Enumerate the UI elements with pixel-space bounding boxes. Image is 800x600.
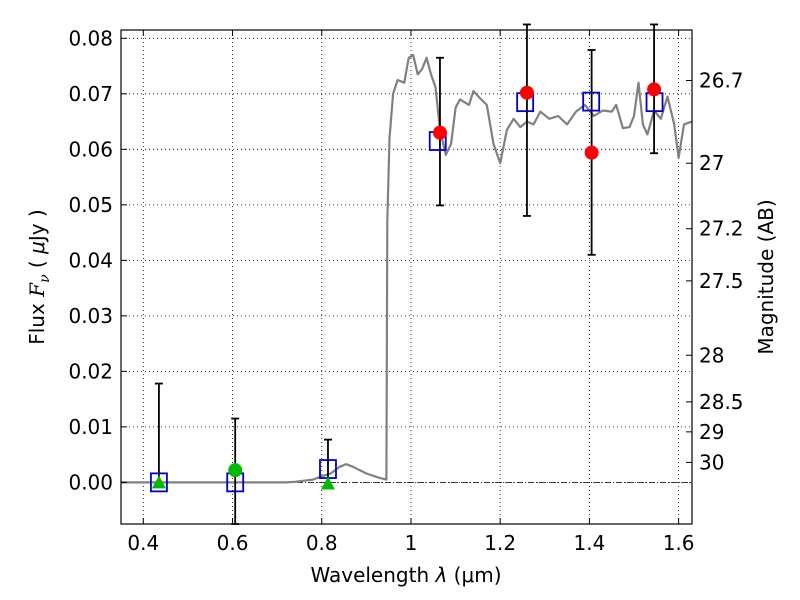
y-axis-label: Flux Fν ( μJy ) — [25, 209, 53, 345]
mag-tick-label: 27 — [699, 151, 724, 175]
y-tick-label: 0.01 — [68, 415, 113, 439]
y-tick-label: 0.04 — [68, 248, 113, 272]
mag-tick-label: 28.5 — [699, 390, 744, 414]
mag-tick-label: 29 — [699, 420, 724, 444]
grid-layer — [121, 30, 692, 524]
x-axis-label: Wavelength λ (μm) — [310, 563, 501, 587]
mag-tick-label: 26.7 — [699, 69, 744, 93]
y-tick-label: 0.02 — [68, 359, 113, 383]
x-tick-label: 1.4 — [573, 531, 605, 555]
x-tick-label: 1 — [405, 531, 418, 555]
x-tick-label: 1.2 — [484, 531, 516, 555]
model-photometry-square — [150, 472, 168, 493]
plot-frame — [120, 29, 693, 525]
y2-axis-label: Magnitude (AB) — [754, 199, 778, 354]
observed-flux-point — [584, 145, 599, 160]
tick-layer: 0.4 0.6 0.8 1 1.2 1.4 1.6 0.00 0.01 0.02 0.03 0.04 0… — [68, 26, 743, 555]
upper-limit-triangle — [320, 476, 335, 490]
observed-flux-point — [647, 82, 662, 97]
mag-tick-label: 28 — [699, 343, 724, 367]
model-photometry-square — [582, 91, 601, 112]
y-tick-label: 0.07 — [68, 82, 113, 106]
upper-limit-triangle — [151, 475, 166, 489]
x-tick-label: 0.8 — [306, 531, 338, 555]
y-tick-label: 0.08 — [68, 26, 113, 50]
x-tick-label: 0.6 — [217, 531, 249, 555]
mag-tick-label: 30 — [699, 450, 724, 474]
observed-flux-point — [432, 125, 447, 140]
y-tick-label: 0.05 — [68, 193, 113, 217]
y-tick-label: 0.03 — [68, 304, 113, 328]
model-spectrum-line — [121, 53, 693, 484]
x-tick-label: 1.6 — [663, 531, 695, 555]
y-tick-label: 0.06 — [68, 137, 113, 161]
mag-tick-label: 27.5 — [699, 269, 744, 293]
x-tick-label: 0.4 — [127, 531, 159, 555]
observed-flux-point — [519, 85, 534, 100]
observed-flux-point — [228, 463, 243, 478]
data-layer — [121, 23, 693, 525]
y-tick-label: 0.00 — [68, 470, 113, 494]
mag-tick-label: 27.2 — [699, 217, 744, 241]
